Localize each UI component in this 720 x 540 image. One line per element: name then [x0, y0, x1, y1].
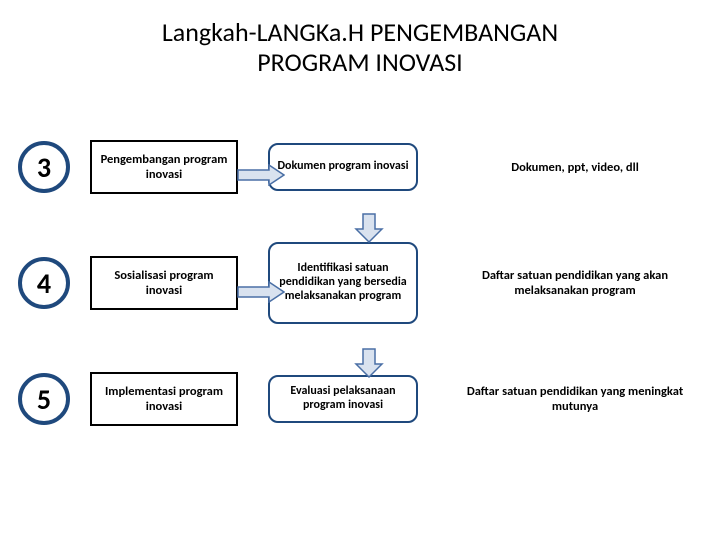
mid-box-3: Dokumen program inovasi: [268, 143, 418, 191]
page-title: Langkah-LANGKa.H PENGEMBANGAN PROGRAM IN…: [0, 0, 720, 78]
output-5: Daftar satuan pendidikan yang meningkat …: [448, 384, 702, 414]
mid-col-5: Evaluasi pelaksanaan program inovasi: [258, 375, 428, 423]
step-box-5: Implementasi program inovasi: [90, 372, 238, 426]
step-number-3: 3: [18, 141, 70, 193]
title-line-2: PROGRAM INOVASI: [257, 46, 463, 78]
arrow-down-icon: [354, 348, 384, 378]
title-line-1: Langkah-LANGKa.H PENGEMBANGAN: [162, 16, 558, 48]
step-box-4: Sosialisasi program inovasi: [90, 256, 238, 310]
arrow-right-icon: [237, 164, 285, 186]
step-box-3: Pengembangan program inovasi: [90, 140, 238, 194]
step-number-4: 4: [18, 257, 70, 309]
arrow-down-icon: [354, 213, 384, 243]
row-4: 4 Sosialisasi program inovasi Identifika…: [18, 242, 702, 324]
diagram-grid: 3 Pengembangan program inovasi Dokumen p…: [18, 140, 702, 474]
output-3: Dokumen, ppt, video, dll: [448, 160, 702, 175]
row-3: 3 Pengembangan program inovasi Dokumen p…: [18, 140, 702, 194]
row-5: 5 Implementasi program inovasi Evaluasi …: [18, 372, 702, 426]
output-4: Daftar satuan pendidikan yang akan melak…: [448, 268, 702, 298]
mid-box-4: Identifikasi satuan pendidikan yang bers…: [268, 242, 418, 324]
step-number-5: 5: [18, 373, 70, 425]
arrow-right-icon: [237, 281, 285, 303]
mid-box-5: Evaluasi pelaksanaan program inovasi: [268, 375, 418, 423]
